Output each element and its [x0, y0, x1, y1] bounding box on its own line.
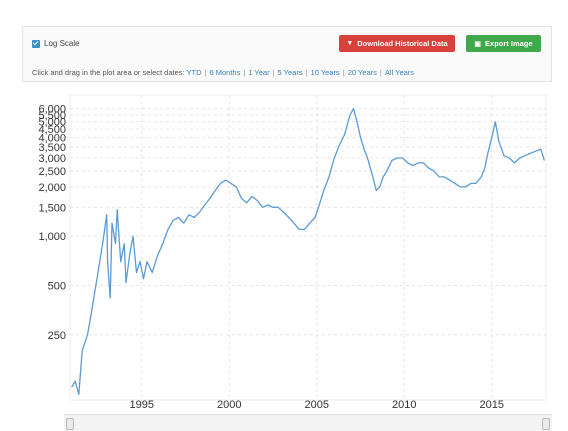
range-link[interactable]: 1 Year: [248, 68, 270, 77]
scrollbar-left-handle[interactable]: [66, 418, 74, 430]
y-tick-label: 3,000: [38, 153, 66, 165]
download-button-label: Download Historical Data: [357, 39, 448, 48]
y-tick-label: 500: [48, 280, 66, 292]
y-tick-label: 3,500: [38, 142, 66, 154]
date-range-selector: Click and drag in the plot area or selec…: [32, 68, 414, 77]
range-separator: |: [305, 68, 308, 77]
x-tick-label: 2010: [392, 399, 416, 411]
log-scale-label: Log Scale: [44, 39, 80, 48]
range-separator: |: [243, 68, 246, 77]
range-separator: |: [204, 68, 207, 77]
x-tick-label: 2015: [480, 399, 504, 411]
x-tick-label: 2005: [305, 399, 329, 411]
x-tick-label: 1995: [130, 399, 154, 411]
download-icon: ▼: [346, 40, 354, 47]
x-tick-label: 2000: [217, 399, 241, 411]
date-range-links: YTD | 6 Months | 1 Year | 5 Years | 10 Years | 20 …: [187, 68, 414, 77]
range-link[interactable]: 10 Years: [310, 68, 340, 77]
range-link[interactable]: YTD: [186, 68, 202, 77]
range-link[interactable]: All Years: [384, 68, 415, 77]
range-link[interactable]: 20 Years: [347, 68, 377, 77]
scrollbar-right-handle[interactable]: [542, 418, 550, 430]
y-tick-label: 6,000: [38, 104, 66, 116]
checkbox-checked-icon[interactable]: [32, 39, 40, 48]
navigator-scrollbar[interactable]: [64, 414, 552, 431]
log-scale-toggle[interactable]: Log Scale: [32, 39, 80, 48]
chart-toolbar: Log Scale ▼ Download Historical Data ▣ E…: [22, 26, 552, 82]
date-range-hint: Click and drag in the plot area or selec…: [32, 68, 185, 77]
range-link[interactable]: 5 Years: [277, 68, 303, 77]
range-link[interactable]: 6 Months: [209, 68, 241, 77]
series-line: [71, 108, 545, 396]
export-button-label: Export Image: [485, 39, 533, 48]
y-tick-label: 5,000: [38, 117, 66, 129]
y-tick-label: 5,500: [38, 110, 66, 122]
y-tick-label: 250: [48, 330, 66, 342]
y-tick-label: 2,500: [38, 166, 66, 178]
y-tick-label: 1,500: [38, 202, 66, 214]
download-historical-data-button[interactable]: ▼ Download Historical Data: [339, 35, 455, 52]
y-tick-label: 1,000: [38, 231, 66, 243]
plot-area: [69, 94, 547, 401]
export-image-button[interactable]: ▣ Export Image: [466, 35, 541, 52]
image-icon: ▣: [474, 40, 482, 48]
range-separator: |: [342, 68, 345, 77]
range-separator: |: [379, 68, 382, 77]
y-tick-label: 4,000: [38, 133, 66, 145]
y-tick-label: 4,500: [38, 124, 66, 136]
range-separator: |: [272, 68, 275, 77]
y-tick-label: 2,000: [38, 182, 66, 194]
